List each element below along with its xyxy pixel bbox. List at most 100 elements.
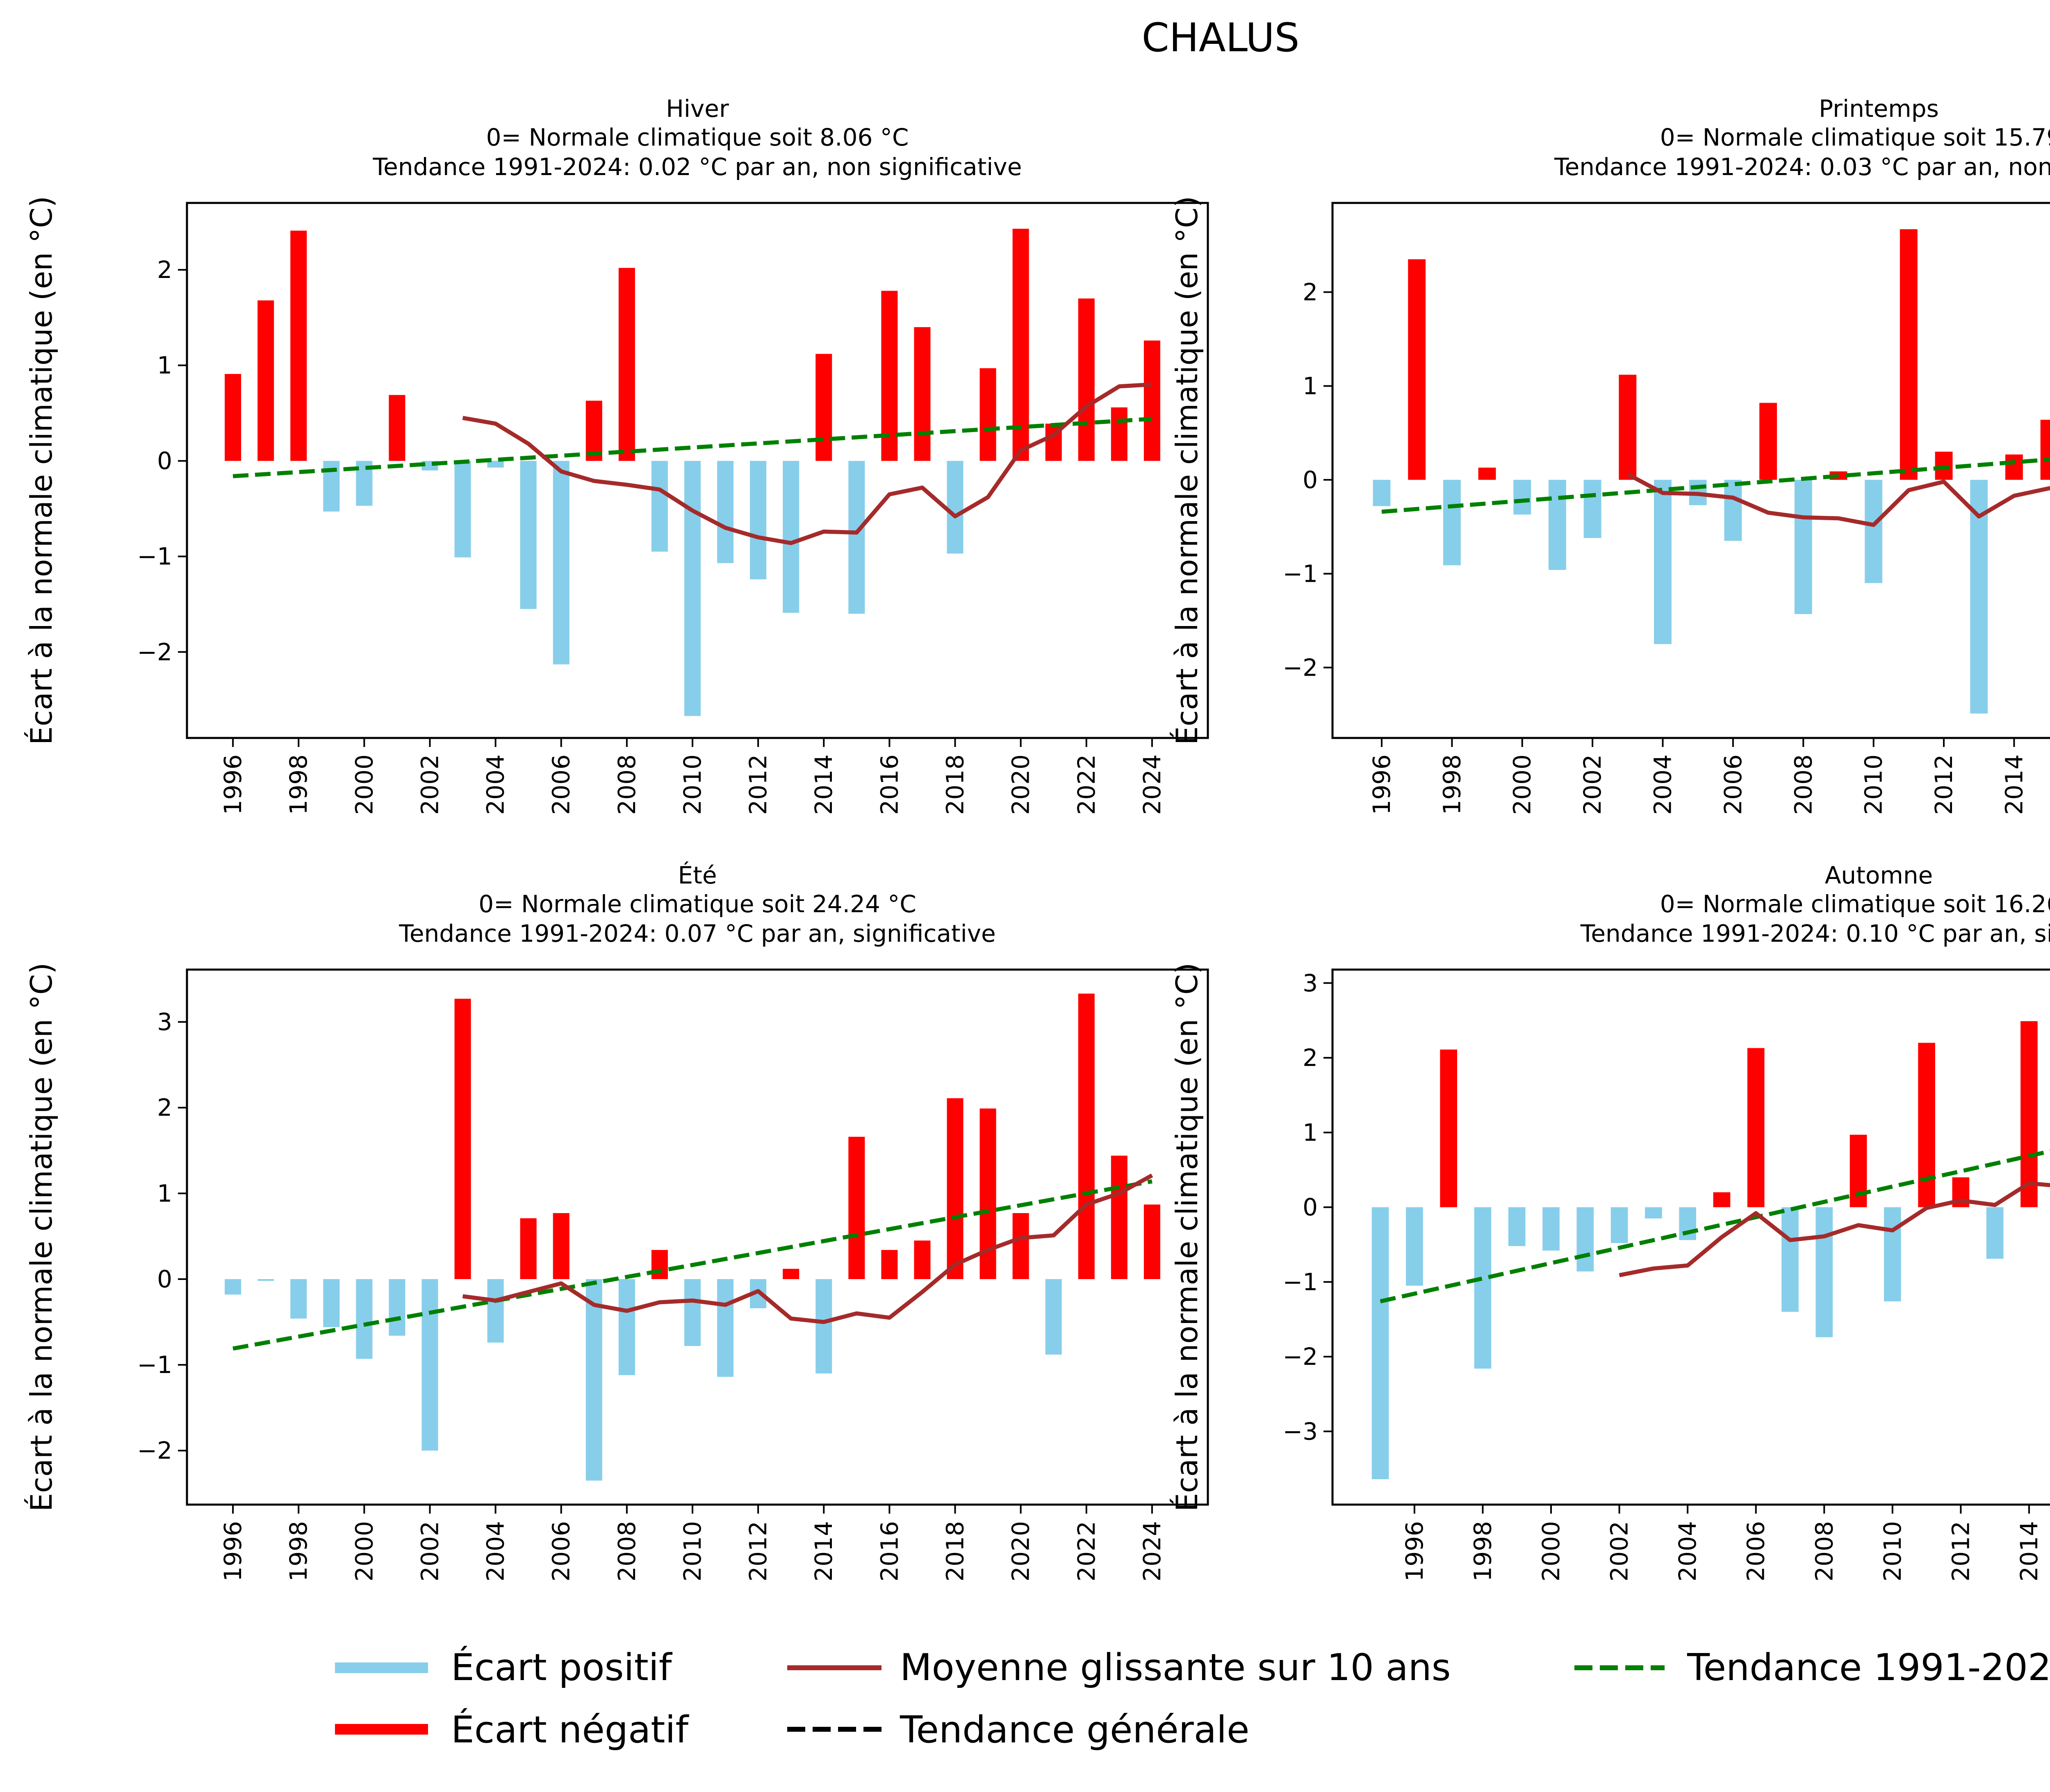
y-axis-label-automne: Écart à la normale climatique (en °C) xyxy=(1170,963,1204,1512)
x-tick-label-automne: 2012 xyxy=(1947,1521,1975,1582)
bar-automne-2005 xyxy=(1713,1192,1731,1207)
bar-ete-2017 xyxy=(914,1240,931,1279)
x-tick-label-automne: 2010 xyxy=(1879,1521,1906,1582)
bar-hiver-2013 xyxy=(783,461,800,613)
bar-automne-2004 xyxy=(1679,1207,1696,1240)
bar-printemps-2008 xyxy=(1794,480,1812,614)
bar-automne-1997 xyxy=(1440,1050,1457,1207)
legend-label-negative: Écart négatif xyxy=(451,1708,689,1751)
x-tick-label-hiver: 2024 xyxy=(1138,754,1166,815)
axes-frame-ete xyxy=(186,968,1209,1506)
y-axis-label-hiver: Écart à la normale climatique (en °C) xyxy=(24,196,59,745)
x-tick-label-automne: 2006 xyxy=(1742,1521,1770,1582)
x-tick-label-hiver: 2008 xyxy=(613,754,641,815)
x-tick-label-ete: 2000 xyxy=(350,1521,378,1582)
bar-ete-2003 xyxy=(454,999,471,1279)
x-tick-label-ete: 2024 xyxy=(1138,1521,1166,1582)
bar-printemps-1997 xyxy=(1408,259,1426,480)
bar-hiver-2009 xyxy=(651,461,668,552)
x-tick-label-automne: 2000 xyxy=(1537,1521,1565,1582)
x-tick-label-ete: 2018 xyxy=(941,1521,969,1582)
bar-printemps-1998 xyxy=(1443,480,1461,565)
x-tick-label-printemps: 2002 xyxy=(1578,754,1606,815)
legend-swatch-positive xyxy=(335,1662,428,1673)
x-tick-label-ete: 2014 xyxy=(810,1521,838,1582)
x-tick-label-printemps: 2006 xyxy=(1719,754,1747,815)
y-tick-label-ete: 2 xyxy=(157,1094,172,1122)
bar-hiver-2005 xyxy=(520,461,537,609)
panel-title-line-automne: 0= Normale climatique soit 16.26 °C xyxy=(1660,890,2050,918)
y-tick-label-automne: 2 xyxy=(1303,1044,1318,1072)
bar-automne-2001 xyxy=(1576,1207,1594,1272)
bar-ete-2009 xyxy=(651,1250,668,1279)
panel-title-line-printemps: Tendance 1991-2024: 0.03 °C par an, non … xyxy=(1554,153,2050,181)
bar-automne-2003 xyxy=(1645,1207,1662,1218)
x-tick-label-hiver: 2004 xyxy=(482,754,510,815)
bar-automne-2010 xyxy=(1884,1207,1901,1302)
x-tick-label-hiver: 2014 xyxy=(810,754,838,815)
legend-label-general-trend: Tendance générale xyxy=(900,1708,1249,1751)
bar-ete-2006 xyxy=(553,1213,569,1279)
bar-hiver-2016 xyxy=(881,291,898,461)
bar-hiver-2006 xyxy=(553,461,569,665)
bar-automne-1999 xyxy=(1508,1207,1526,1246)
bar-ete-2020 xyxy=(1012,1213,1029,1279)
x-tick-label-ete: 2004 xyxy=(482,1521,510,1582)
x-tick-label-automne: 1998 xyxy=(1469,1521,1496,1582)
bar-hiver-1997 xyxy=(257,300,274,461)
x-tick-label-ete: 2012 xyxy=(744,1521,772,1582)
bar-printemps-1999 xyxy=(1478,467,1496,480)
y-tick-label-ete: −1 xyxy=(137,1351,173,1379)
x-tick-label-ete: 2016 xyxy=(875,1521,903,1582)
y-tick-label-printemps: −2 xyxy=(1283,653,1318,681)
y-tick-label-printemps: 0 xyxy=(1303,466,1318,494)
x-tick-label-hiver: 2000 xyxy=(350,754,378,815)
x-tick-label-ete: 1998 xyxy=(285,1521,312,1582)
bar-hiver-2010 xyxy=(684,461,701,716)
bar-printemps-2010 xyxy=(1865,480,1883,583)
y-tick-label-automne: −2 xyxy=(1283,1343,1318,1371)
bar-automne-1996 xyxy=(1406,1207,1423,1286)
axes-frame-printemps xyxy=(1331,202,2050,739)
y-tick-label-automne: 0 xyxy=(1303,1193,1318,1221)
bar-ete-2000 xyxy=(356,1279,373,1359)
bar-printemps-2014 xyxy=(2005,454,2023,480)
y-tick-label-ete: −2 xyxy=(137,1437,173,1464)
moving-average-line-hiver xyxy=(462,382,1153,545)
trend-line-ete xyxy=(232,1179,1153,1351)
bar-automne-1998 xyxy=(1474,1207,1492,1369)
bar-printemps-1996 xyxy=(1373,480,1391,506)
bar-printemps-2015 xyxy=(2040,419,2050,480)
bar-printemps-2002 xyxy=(1583,480,1601,538)
bar-automne-2002 xyxy=(1610,1207,1628,1243)
bar-ete-1996 xyxy=(225,1279,241,1295)
bar-ete-1998 xyxy=(290,1279,307,1319)
bar-automne-2009 xyxy=(1850,1134,1867,1207)
bar-hiver-2022 xyxy=(1078,298,1095,461)
panel-title-line-automne: Automne xyxy=(1825,861,1933,889)
bar-hiver-1998 xyxy=(290,230,307,461)
x-tick-label-ete: 2010 xyxy=(679,1521,706,1582)
bar-automne-2011 xyxy=(1918,1043,1935,1207)
bar-printemps-2007 xyxy=(1759,403,1777,480)
bar-automne-1995 xyxy=(1371,1207,1389,1480)
y-tick-label-ete: 0 xyxy=(157,1265,172,1293)
moving-average-line-ete xyxy=(462,1173,1153,1324)
x-tick-label-hiver: 2002 xyxy=(416,754,444,815)
legend-label-trend-1991-2024: Tendance 1991-2024 xyxy=(1687,1646,2050,1689)
bar-automne-2008 xyxy=(1815,1207,1833,1337)
bar-hiver-2012 xyxy=(750,461,767,580)
bar-ete-2008 xyxy=(618,1279,635,1375)
panel-title-line-automne: Tendance 1991-2024: 0.10 °C par an, sign… xyxy=(1580,920,2050,947)
bar-ete-2023 xyxy=(1111,1155,1128,1279)
bar-ete-2024 xyxy=(1143,1205,1160,1279)
x-tick-label-automne: 2002 xyxy=(1606,1521,1633,1582)
x-tick-label-printemps: 2008 xyxy=(1789,754,1817,815)
panel-title-line-ete: 0= Normale climatique soit 24.24 °C xyxy=(478,890,916,918)
bar-ete-2007 xyxy=(585,1279,602,1481)
bar-ete-2018 xyxy=(947,1098,963,1279)
x-tick-label-ete: 2020 xyxy=(1007,1521,1035,1582)
x-tick-label-printemps: 2012 xyxy=(1930,754,1958,815)
